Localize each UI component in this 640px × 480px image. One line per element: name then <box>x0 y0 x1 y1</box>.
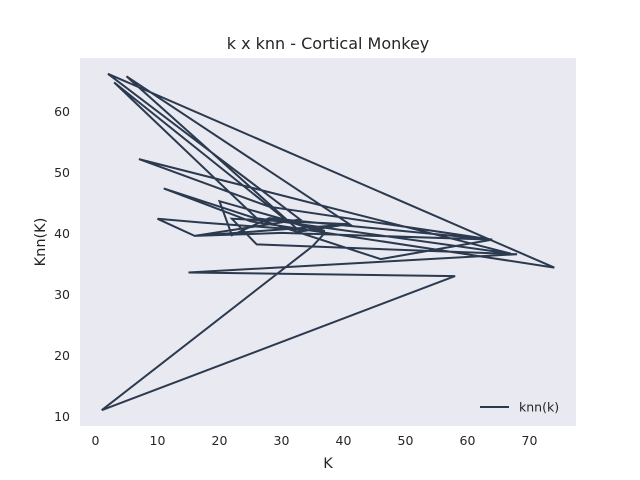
y-axis-label: Knn(K) <box>33 218 49 267</box>
y-tick-label: 60 <box>54 104 70 119</box>
y-tick-label: 30 <box>54 287 70 302</box>
y-tick-label: 20 <box>54 348 70 363</box>
x-tick-label: 60 <box>460 433 476 448</box>
x-tick-label: 20 <box>212 433 228 448</box>
axis-ticks: 0 10 20 30 40 50 60 70 10 20 30 40 50 60 <box>54 104 537 448</box>
legend: knn(k) <box>480 400 559 415</box>
y-tick-label: 10 <box>54 409 70 424</box>
series-line-knn <box>101 72 555 412</box>
x-tick-label: 10 <box>150 433 166 448</box>
y-tick-label: 50 <box>54 165 70 180</box>
legend-label: knn(k) <box>519 400 559 415</box>
x-tick-label: 40 <box>336 433 352 448</box>
x-tick-label: 50 <box>398 433 414 448</box>
chart-title: k x knn - Cortical Monkey <box>227 34 430 53</box>
x-axis-label: K <box>323 456 333 472</box>
x-tick-label: 30 <box>274 433 290 448</box>
x-tick-label: 0 <box>92 433 100 448</box>
x-tick-label: 70 <box>522 433 538 448</box>
y-tick-label: 40 <box>54 226 70 241</box>
